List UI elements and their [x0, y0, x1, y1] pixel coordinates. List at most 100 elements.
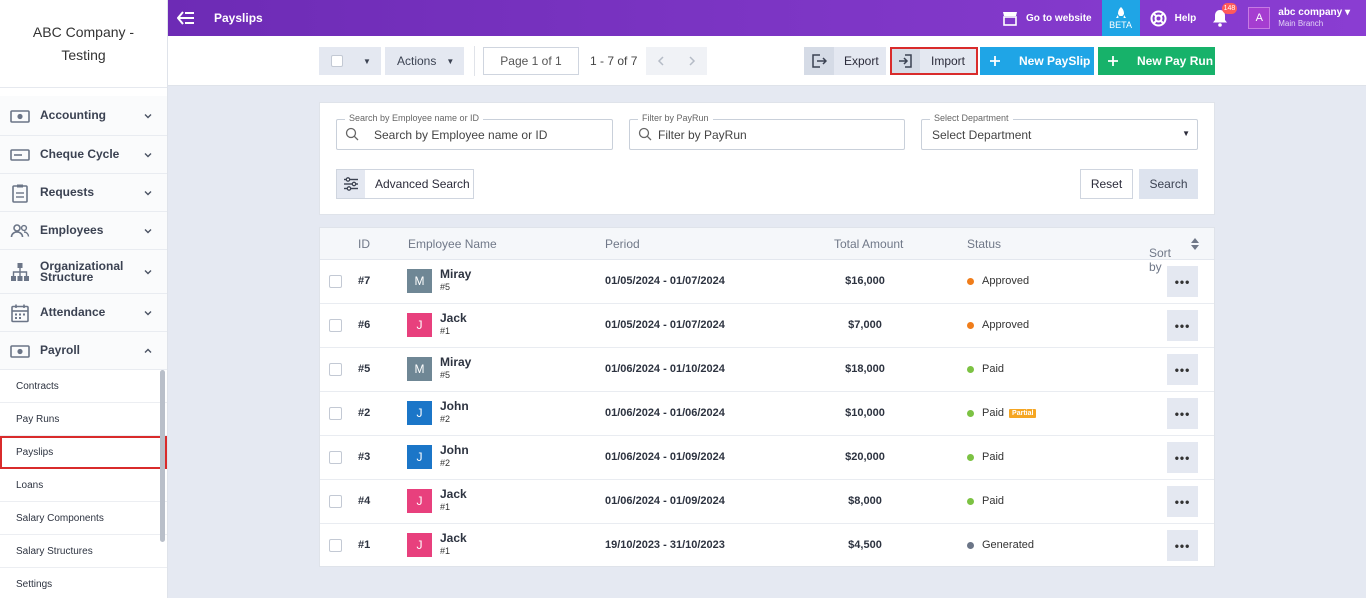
actions-dropdown[interactable]: Actions ▼: [385, 47, 464, 75]
sidebar-item-organizational-structure[interactable]: Organizational Structure: [0, 250, 167, 294]
sidebar-item-employees[interactable]: Employees: [0, 212, 167, 250]
payrun-filter-input[interactable]: Filter by PayRun: [658, 128, 747, 142]
status-label: Paid: [982, 451, 1005, 463]
sidebar-item-cheque-cycle[interactable]: Cheque Cycle: [0, 136, 167, 174]
employee-name-cell: Miray #5: [440, 268, 471, 294]
employee-avatar: J: [407, 445, 432, 469]
sidebar-sub-loans[interactable]: Loans: [0, 469, 167, 502]
chevron-down-icon: [143, 188, 153, 198]
more-dots-icon: •••: [1174, 538, 1191, 553]
employee-avatar: M: [407, 357, 432, 381]
row-actions-button[interactable]: •••: [1167, 354, 1198, 385]
search-button[interactable]: Search: [1139, 169, 1198, 199]
period: 01/06/2024 - 01/09/2024: [605, 451, 725, 463]
row-actions-button[interactable]: •••: [1167, 530, 1198, 561]
employee-avatar: J: [407, 313, 432, 337]
status: Paid Partial: [967, 407, 1037, 419]
advanced-search-label: Advanced Search: [375, 177, 470, 191]
row-checkbox[interactable]: [329, 495, 342, 508]
advanced-search-button[interactable]: Advanced Search: [336, 169, 474, 199]
menu-toggle-button[interactable]: [168, 0, 204, 36]
sidebar-sub-salary-components[interactable]: Salary Components: [0, 502, 167, 535]
department-legend: Select Department: [930, 112, 1013, 124]
employee-id: #1: [440, 326, 451, 336]
rocket-icon: [1115, 6, 1127, 20]
sidebar-sub-settings[interactable]: Settings: [0, 568, 167, 598]
row-actions-button[interactable]: •••: [1167, 266, 1198, 297]
table-row[interactable]: #7 M Miray #5 01/05/2024 - 01/07/2024 $16,000…: [320, 260, 1214, 304]
employee-name[interactable]: Miray: [440, 267, 472, 281]
sidebar-sub-contracts[interactable]: Contracts: [0, 370, 167, 403]
new-pay-run-button[interactable]: New Pay Run: [1098, 47, 1215, 75]
row-checkbox[interactable]: [329, 319, 342, 332]
employee-name[interactable]: Jack: [440, 531, 467, 545]
status-dot: [967, 277, 974, 285]
table-row[interactable]: #4 J Jack #1 01/06/2024 - 01/09/2024 $8,000 Pa…: [320, 480, 1214, 524]
import-button[interactable]: Import: [890, 47, 978, 75]
row-checkbox[interactable]: [329, 407, 342, 420]
table-row[interactable]: #5 M Miray #5 01/06/2024 - 01/10/2024 $18,000…: [320, 348, 1214, 392]
reset-button[interactable]: Reset: [1080, 169, 1133, 199]
sidebar-sub-pay-runs[interactable]: Pay Runs: [0, 403, 167, 436]
page-indicator[interactable]: Page 1 of 1: [483, 47, 579, 75]
caret-down-icon: ▼: [363, 56, 371, 66]
help-link[interactable]: Help: [1150, 10, 1196, 27]
department-select[interactable]: Select Department Select Department ▼: [921, 112, 1198, 150]
row-checkbox[interactable]: [329, 275, 342, 288]
export-button[interactable]: Export: [804, 47, 886, 75]
table-row[interactable]: #6 J Jack #1 01/05/2024 - 01/07/2024 $7,000 Ap…: [320, 304, 1214, 348]
sidebar-item-label: Attendance: [40, 305, 106, 319]
org-chart-icon: [10, 262, 30, 282]
sidebar-sub-salary-structures[interactable]: Salary Structures: [0, 535, 167, 568]
caret-down-icon: ▼: [446, 56, 455, 66]
select-all-checkbox[interactable]: [331, 55, 343, 67]
employee-name-cell: John #2: [440, 400, 469, 426]
chevron-left-icon[interactable]: [657, 56, 665, 66]
go-to-website-label: Go to website: [1026, 12, 1092, 24]
go-to-website-link[interactable]: Go to website: [1002, 11, 1092, 26]
beta-button[interactable]: BETA: [1101, 0, 1140, 36]
sidebar-item-attendance[interactable]: Attendance: [0, 294, 167, 332]
avatar[interactable]: A: [1248, 7, 1271, 29]
row-checkbox[interactable]: [329, 539, 342, 552]
total-amount: $20,000: [845, 451, 885, 463]
sidebar-item-requests[interactable]: Requests: [0, 174, 167, 212]
sidebar-sub-payslips[interactable]: Payslips: [0, 436, 167, 469]
employee-search-field[interactable]: Search by Employee name or ID Search by …: [336, 112, 613, 150]
row-actions-button[interactable]: •••: [1167, 486, 1198, 517]
payslip-id: #6: [358, 319, 371, 331]
total-amount: $16,000: [845, 275, 885, 287]
account-menu[interactable]: abc company ▾ Main Branch: [1278, 7, 1350, 29]
select-all-dropdown[interactable]: ▼: [319, 47, 381, 75]
notifications-button[interactable]: 148: [1212, 3, 1238, 27]
row-checkbox[interactable]: [329, 363, 342, 376]
row-actions-button[interactable]: •••: [1167, 310, 1198, 341]
chevron-right-icon[interactable]: [688, 56, 696, 66]
status: Approved: [967, 275, 1029, 287]
status-dot: [967, 453, 974, 461]
row-actions-button[interactable]: •••: [1167, 442, 1198, 473]
employee-name[interactable]: John: [440, 399, 469, 413]
sidebar-scrollbar[interactable]: [160, 370, 165, 542]
sort-icon[interactable]: [1191, 238, 1199, 250]
employee-name[interactable]: Jack: [440, 487, 467, 501]
sidebar-item-payroll[interactable]: Payroll: [0, 332, 167, 370]
status-label: Approved: [982, 319, 1030, 331]
sidebar-item-accounting[interactable]: Accounting: [0, 96, 167, 136]
payrun-filter-field[interactable]: Filter by PayRun Filter by PayRun: [629, 112, 905, 150]
table-row[interactable]: #2 J John #2 01/06/2024 - 01/06/2024 $10,000 P…: [320, 392, 1214, 436]
table-row[interactable]: #1 J Jack #1 19/10/2023 - 31/10/2023 $4,500 Ge…: [320, 524, 1214, 568]
new-payslip-button[interactable]: New PaySlip: [980, 47, 1094, 75]
more-dots-icon: •••: [1174, 450, 1191, 465]
employee-avatar: J: [407, 401, 432, 425]
period: 19/10/2023 - 31/10/2023: [605, 539, 725, 551]
row-actions-button[interactable]: •••: [1167, 398, 1198, 429]
employee-name[interactable]: Jack: [440, 311, 467, 325]
employee-search-input[interactable]: Search by Employee name or ID: [374, 128, 548, 142]
employee-name[interactable]: John: [440, 443, 469, 457]
table-row[interactable]: #3 J John #2 01/06/2024 - 01/09/2024 $20,000 P…: [320, 436, 1214, 480]
more-dots-icon: •••: [1174, 406, 1191, 421]
row-checkbox[interactable]: [329, 451, 342, 464]
employee-name[interactable]: Miray: [440, 355, 472, 369]
payrun-filter-legend: Filter by PayRun: [638, 112, 713, 124]
